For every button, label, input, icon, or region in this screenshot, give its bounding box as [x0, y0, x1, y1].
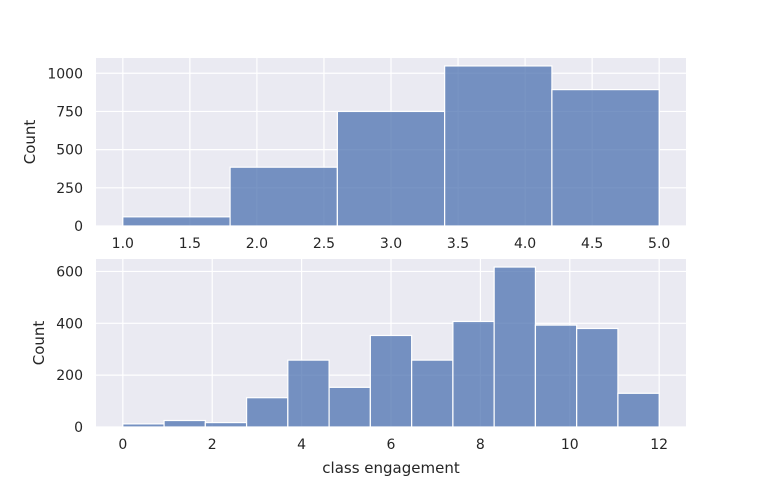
x-tick-label: 3.5: [447, 236, 469, 252]
histogram-bar: [576, 327, 619, 428]
x-tick-label: 4.5: [581, 236, 603, 252]
histogram-bar: [551, 89, 660, 227]
x-tick-label: 1.5: [179, 236, 201, 252]
x-tick-label: 4: [297, 437, 306, 453]
x-tick-label: 2: [208, 437, 217, 453]
x-tick-label: 4.0: [514, 236, 536, 252]
histogram-bar: [328, 386, 371, 428]
histogram-bar: [411, 359, 454, 428]
y-axis-label: Count: [30, 321, 48, 366]
y-axis-label: Count: [21, 120, 39, 165]
y-tick-label: 600: [56, 264, 83, 280]
x-tick-label: 0: [118, 437, 127, 453]
x-tick-label: 3.0: [380, 236, 402, 252]
histogram-bar: [229, 166, 338, 227]
histogram-bar: [369, 334, 413, 428]
histogram-bar: [163, 419, 206, 428]
histogram-bar: [245, 397, 289, 428]
x-tick-label: 12: [650, 437, 668, 453]
y-tick-label: 750: [56, 104, 83, 120]
histogram-bar: [444, 65, 553, 227]
x-tick-label: 2.0: [246, 236, 268, 252]
y-tick-label: 200: [56, 368, 83, 384]
histogram-bar: [534, 324, 578, 428]
y-tick-label: 400: [56, 316, 83, 332]
histogram-bar: [493, 266, 537, 428]
histogram-bar: [617, 392, 660, 428]
histogram-bar: [452, 320, 495, 428]
x-tick-label: 8: [476, 437, 485, 453]
top-histogram: 1.0 1.5 2.0 2.5 3.0 3.5 4.0 4.5 5.0 0 250 500 750 100…: [21, 58, 686, 252]
x-tick-label: 1.0: [112, 236, 134, 252]
y-tick-label: 250: [56, 181, 83, 197]
y-tick-label: 0: [74, 420, 83, 436]
bottom-histogram: 0 2 4 6 8 10 12 0 200 400 600 Count class engagement: [30, 259, 686, 477]
histogram-bar: [287, 359, 330, 428]
y-tick-label: 0: [74, 219, 83, 235]
x-axis-label: class engagement: [322, 459, 460, 477]
x-tick-label: 6: [387, 437, 396, 453]
x-tick-label: 10: [561, 437, 579, 453]
histogram-bar: [204, 421, 248, 428]
y-tick-label: 1000: [47, 66, 83, 82]
histogram-bar: [122, 423, 165, 428]
histogram-bar: [122, 216, 231, 227]
x-tick-label: 2.5: [313, 236, 335, 252]
x-tick-label: 5.0: [648, 236, 670, 252]
histogram-bar: [336, 110, 446, 227]
y-tick-label: 500: [56, 143, 83, 159]
